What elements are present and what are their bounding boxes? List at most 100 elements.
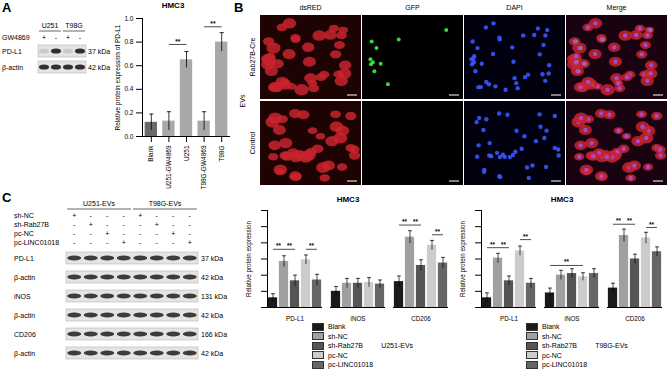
svg-text:β-actin: β-actin	[14, 274, 35, 282]
svg-text:-: -	[139, 230, 142, 237]
svg-text:PD-L1: PD-L1	[286, 315, 304, 322]
svg-text:+: +	[42, 34, 46, 41]
svg-text:sh-NC: sh-NC	[14, 212, 34, 219]
svg-text:Merge: Merge	[607, 4, 627, 12]
svg-text:-: -	[139, 239, 142, 246]
svg-text:U251: U251	[42, 22, 59, 29]
svg-text:-: -	[55, 34, 58, 41]
svg-text:U251: U251	[183, 145, 190, 161]
svg-text:pc-LINC01018: pc-LINC01018	[14, 239, 59, 247]
svg-text:CD206: CD206	[625, 315, 645, 322]
svg-text:dsRED: dsRED	[299, 4, 321, 11]
svg-text:GW4869: GW4869	[2, 34, 30, 41]
svg-text:EVs: EVs	[239, 94, 246, 107]
svg-text:**: **	[501, 241, 506, 248]
svg-text:iNOS: iNOS	[564, 315, 579, 322]
svg-text:+: +	[122, 239, 126, 246]
svg-text:**: **	[413, 218, 418, 225]
svg-text:-: -	[172, 239, 175, 246]
svg-text:Relative protein expression: Relative protein expression	[245, 221, 253, 297]
svg-text:Relative protein expression of: Relative protein expression of PD-L1	[114, 24, 122, 130]
svg-text:Relative protein expression: Relative protein expression	[459, 221, 467, 297]
svg-text:-: -	[156, 212, 159, 219]
svg-text:-: -	[73, 221, 76, 228]
svg-text:-: -	[172, 212, 175, 219]
svg-text:-: -	[90, 230, 93, 237]
svg-text:-: -	[106, 239, 109, 246]
svg-text:GFP: GFP	[405, 4, 420, 11]
svg-text:-: -	[189, 230, 192, 237]
svg-text:-: -	[90, 212, 93, 219]
svg-text:-: -	[189, 221, 192, 228]
svg-text:iNOS: iNOS	[350, 315, 365, 322]
svg-text:+: +	[66, 34, 70, 41]
svg-text:42 kDa: 42 kDa	[201, 274, 223, 281]
svg-text:+: +	[72, 212, 76, 219]
svg-text:DAPI: DAPI	[506, 4, 522, 11]
svg-text:-: -	[79, 34, 82, 41]
svg-text:**: **	[649, 220, 654, 227]
svg-text:-: -	[123, 221, 126, 228]
svg-text:-: -	[156, 230, 159, 237]
svg-text:-: -	[106, 221, 109, 228]
svg-text:U251-GW4869: U251-GW4869	[165, 145, 172, 189]
svg-text:0.0: 0.0	[124, 133, 133, 140]
svg-text:**: **	[175, 38, 181, 45]
svg-text:42 kDa: 42 kDa	[201, 312, 223, 319]
svg-text:**: **	[210, 20, 216, 27]
svg-text:1.0: 1.0	[124, 15, 133, 22]
svg-text:T98G-EVs: T98G-EVs	[149, 200, 182, 207]
svg-text:T98G: T98G	[65, 22, 83, 29]
svg-text:166 kDa: 166 kDa	[201, 331, 227, 338]
svg-text:-: -	[123, 230, 126, 237]
svg-text:CD206: CD206	[14, 331, 36, 338]
svg-text:-: -	[73, 230, 76, 237]
svg-text:+: +	[188, 239, 192, 246]
svg-text:42 kDa: 42 kDa	[88, 64, 110, 71]
svg-text:β-actin: β-actin	[2, 64, 23, 72]
svg-text:131 kDa: 131 kDa	[201, 293, 227, 300]
svg-text:-: -	[189, 212, 192, 219]
svg-text:iNOS: iNOS	[14, 293, 31, 300]
svg-text:**: **	[276, 242, 281, 249]
svg-text:PD-L1: PD-L1	[2, 48, 22, 55]
svg-text:T98G: T98G	[218, 146, 225, 162]
svg-text:PD-L1: PD-L1	[500, 315, 518, 322]
svg-text:0.2: 0.2	[124, 109, 133, 116]
svg-text:U251-EVs: U251-EVs	[83, 200, 115, 207]
svg-text:β-actin: β-actin	[14, 350, 35, 358]
svg-text:**: **	[435, 228, 440, 235]
svg-text:-: -	[90, 239, 93, 246]
svg-text:42 kDa: 42 kDa	[201, 350, 223, 357]
svg-text:**: **	[287, 242, 292, 249]
svg-text:Blank: Blank	[147, 145, 154, 162]
svg-text:-: -	[73, 239, 76, 246]
svg-text:+: +	[89, 221, 93, 228]
svg-text:0.6: 0.6	[124, 62, 133, 69]
svg-text:**: **	[523, 233, 528, 240]
svg-text:Rab27B-Cre: Rab27B-Cre	[249, 37, 256, 76]
svg-text:-: -	[106, 212, 109, 219]
svg-text:-: -	[172, 221, 175, 228]
svg-text:37 kDa: 37 kDa	[88, 48, 110, 55]
svg-text:37 kDa: 37 kDa	[201, 255, 223, 262]
svg-text:**: **	[309, 242, 314, 249]
svg-text:sh-Rab27B: sh-Rab27B	[14, 221, 49, 228]
svg-text:0.8: 0.8	[124, 38, 133, 45]
svg-text:**: **	[627, 217, 632, 224]
svg-text:**: **	[490, 241, 495, 248]
svg-text:T98G-GW4869: T98G-GW4869	[200, 145, 207, 189]
svg-text:+: +	[171, 230, 175, 237]
svg-text:CD206: CD206	[411, 315, 431, 322]
svg-text:β-actin: β-actin	[14, 312, 35, 320]
svg-text:-: -	[139, 221, 142, 228]
svg-text:-: -	[156, 239, 159, 246]
svg-text:**: **	[616, 217, 621, 224]
svg-text:-: -	[123, 212, 126, 219]
svg-text:+: +	[105, 230, 109, 237]
svg-text:**: **	[402, 218, 407, 225]
svg-text:+: +	[155, 221, 159, 228]
svg-text:0.4: 0.4	[124, 85, 133, 92]
svg-text:PD-L1: PD-L1	[14, 255, 34, 262]
svg-text:**: **	[564, 258, 569, 265]
